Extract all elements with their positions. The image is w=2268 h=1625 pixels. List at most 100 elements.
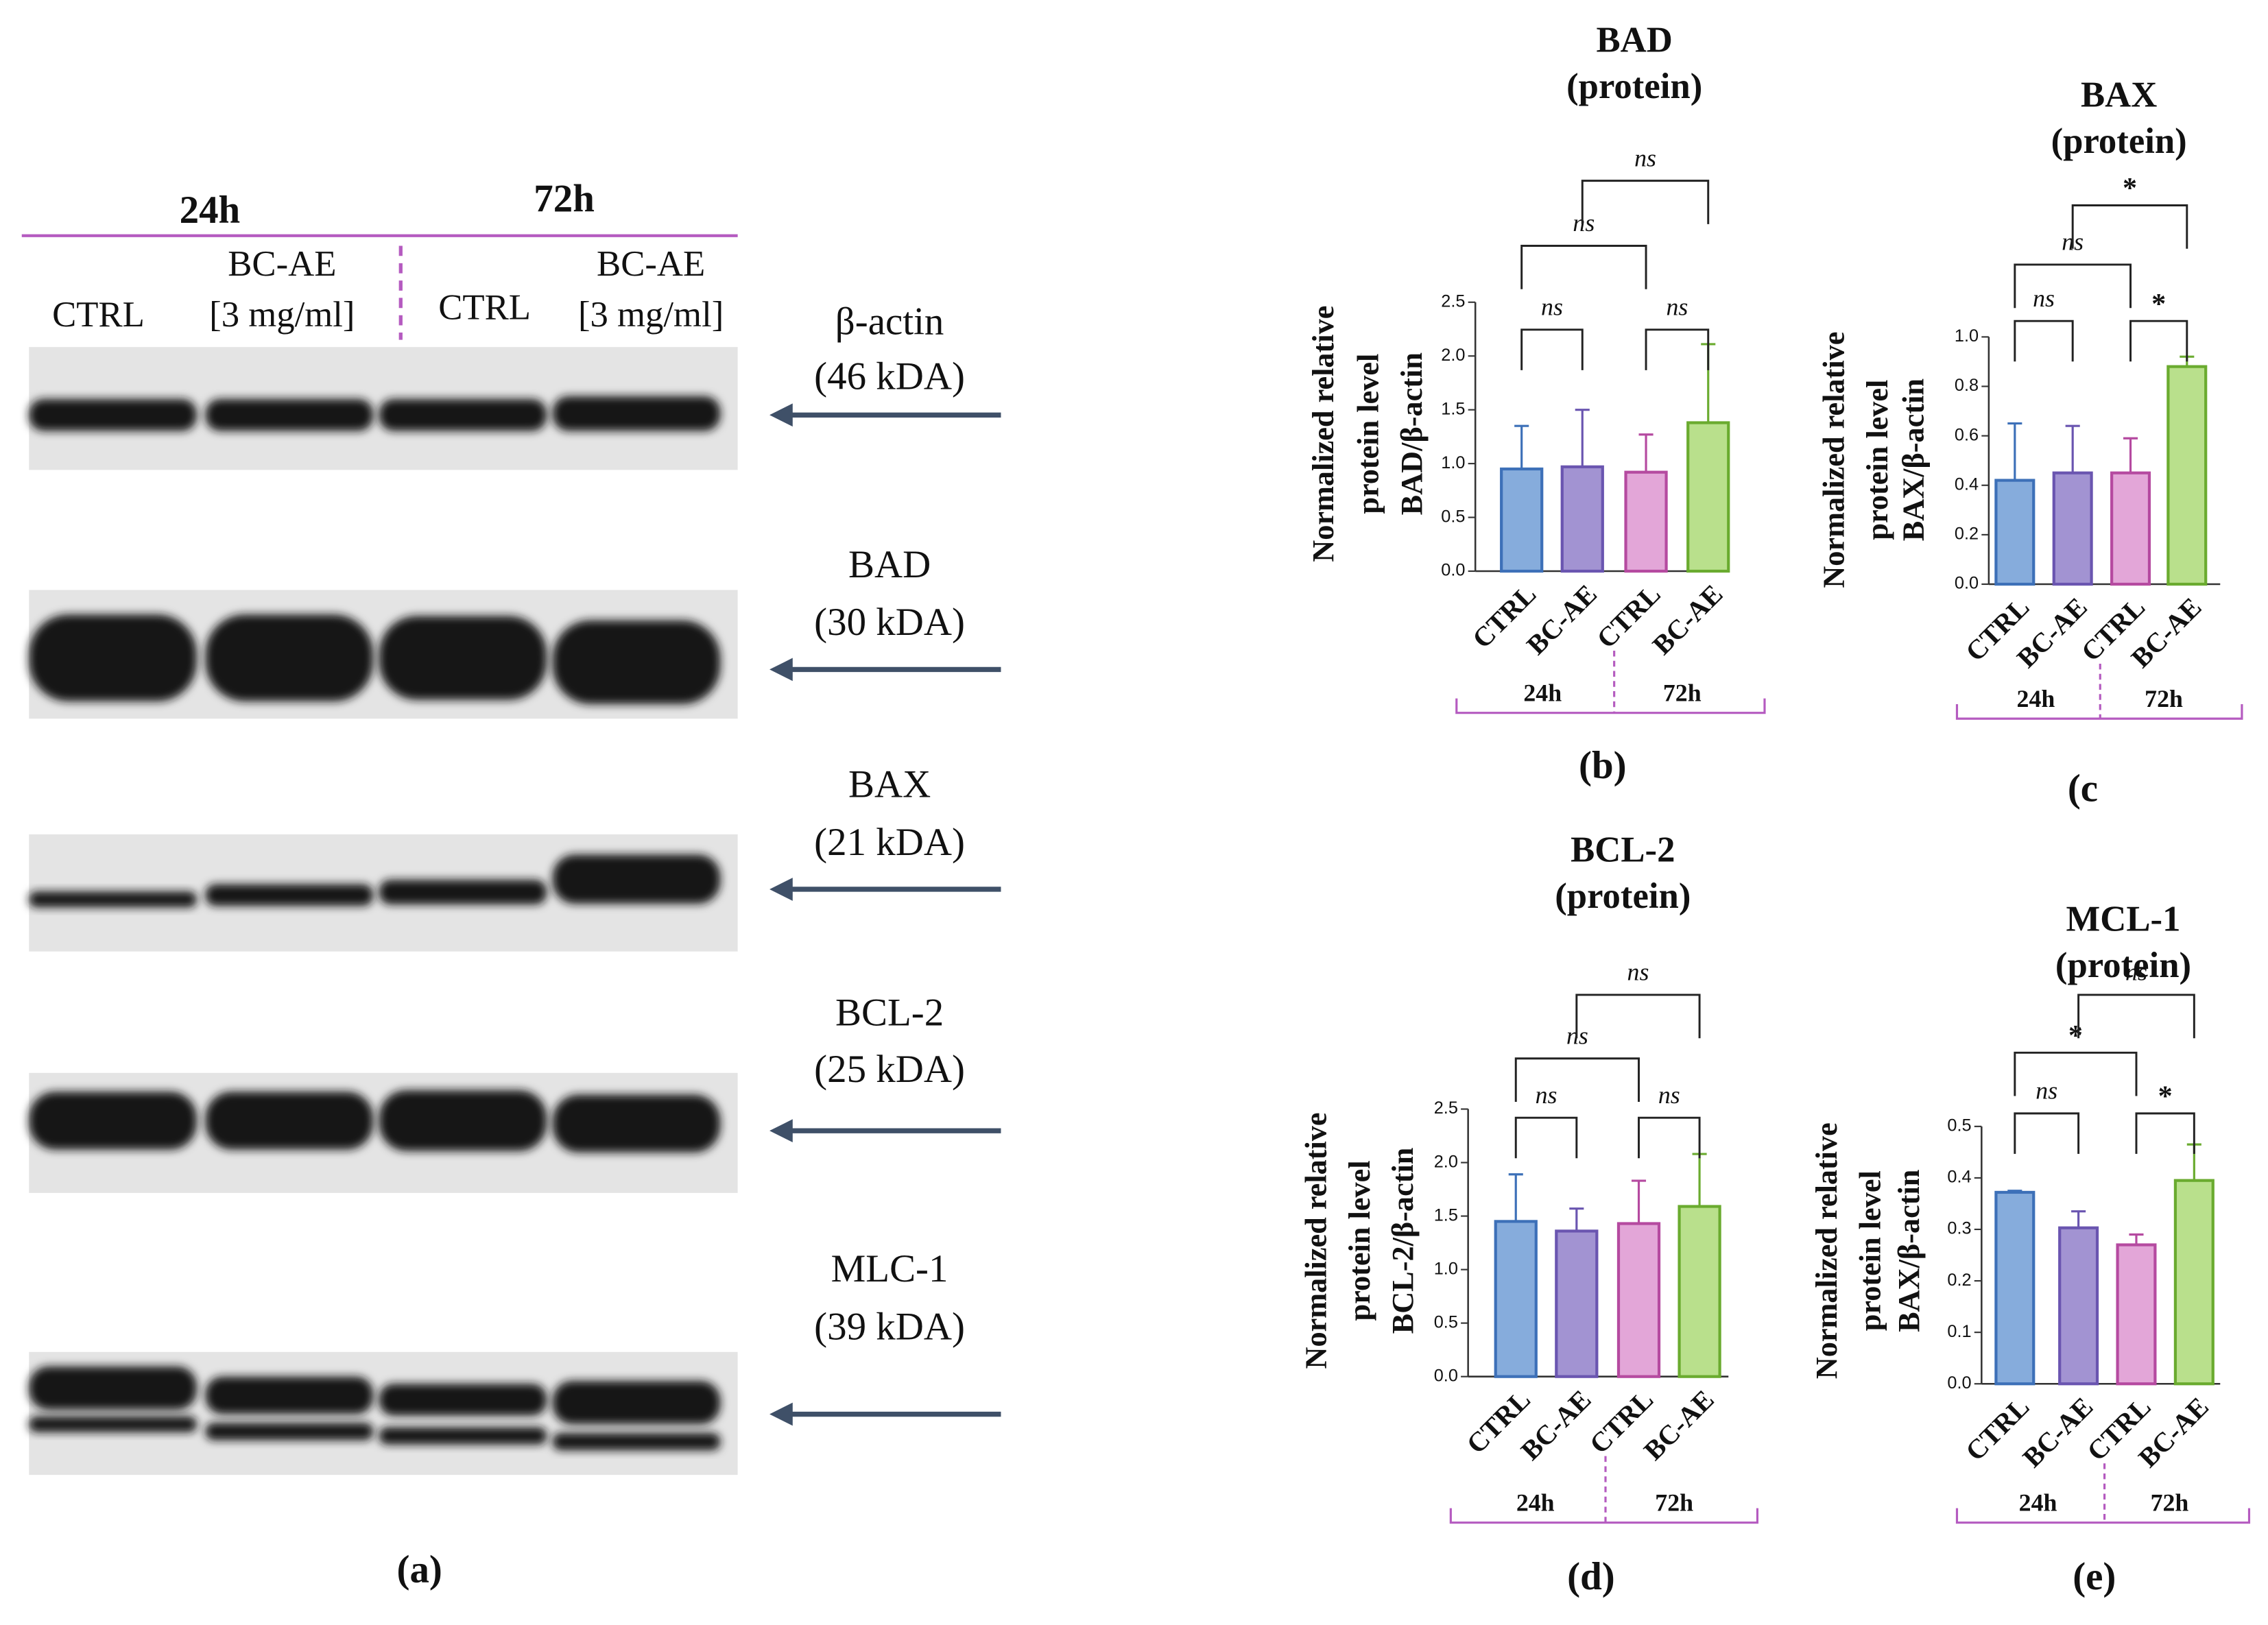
- lane-label: CTRL: [438, 288, 531, 328]
- group-label: 72h: [1663, 679, 1702, 707]
- protein-name: BCL-2: [835, 991, 944, 1035]
- y-tick-label: 1.5: [1434, 1205, 1458, 1225]
- chart-title: MCL-1: [2066, 900, 2181, 939]
- protein-size: (25 kDA): [814, 1048, 965, 1091]
- blot-band: [29, 399, 197, 431]
- significance-label: ns: [1573, 209, 1595, 237]
- protein-name: BAX: [848, 762, 931, 806]
- y-axis-label: protein level: [1352, 354, 1385, 514]
- x-tick-label: BC-AE: [2016, 1391, 2099, 1473]
- bar: [1678, 1205, 1721, 1378]
- lane-label: BC-AE: [228, 244, 336, 284]
- bar: [1994, 1190, 2036, 1386]
- bar: [1500, 467, 1544, 573]
- blot-band: [29, 1416, 197, 1432]
- bar: [2166, 365, 2208, 586]
- time-point: 24h: [180, 189, 241, 232]
- y-tick-label: 0.1: [1947, 1322, 1971, 1341]
- error-bar: [1575, 409, 1590, 467]
- panel-label: (a): [397, 1548, 442, 1591]
- protein-size: (30 kDA): [814, 601, 965, 644]
- significance-bracket: [1638, 1116, 1701, 1159]
- bar: [1616, 1222, 1661, 1378]
- significance-bracket: [2071, 204, 2188, 249]
- y-tick-label: 1.0: [1441, 453, 1465, 472]
- blot-band: [552, 854, 721, 904]
- lane-label: [3 mg/ml]: [209, 295, 355, 335]
- error-bar: [1631, 1179, 1647, 1224]
- blot-band: [29, 614, 197, 701]
- protein-name: BAD: [848, 543, 931, 586]
- bar: [2052, 471, 2093, 586]
- error-bar: [2065, 424, 2080, 473]
- significance-label: ns: [1666, 293, 1688, 321]
- y-tick-label: 1.0: [1955, 326, 1979, 346]
- bar: [1560, 465, 1604, 573]
- bar: [1494, 1220, 1538, 1378]
- significance-label: ns: [1541, 293, 1563, 321]
- chart-title: (protein): [1555, 876, 1691, 916]
- protein-size: (21 kDA): [814, 821, 965, 864]
- significance-bracket: [1520, 245, 1647, 289]
- significance-bracket: [2135, 1112, 2195, 1154]
- y-tick-label: 2.5: [1434, 1098, 1458, 1118]
- arrow-head: [769, 403, 793, 427]
- significance-label: ns: [2125, 959, 2147, 986]
- significance-label: *: [2158, 1080, 2173, 1112]
- y-tick-label: 0.0: [1441, 561, 1465, 580]
- panel-label: (d): [1567, 1555, 1615, 1598]
- y-tick-label: 2.0: [1434, 1152, 1458, 1171]
- lane-label: CTRL: [52, 295, 145, 335]
- y-tick-label: 0.5: [1441, 507, 1465, 526]
- significance-label: ns: [1536, 1081, 1557, 1109]
- y-tick-label: 0.4: [1947, 1168, 1971, 1187]
- blot-band: [552, 1381, 721, 1425]
- y-tick-label: 0.2: [1955, 525, 1979, 544]
- significance-label: *: [2123, 172, 2137, 204]
- y-tick-label: 2.0: [1441, 346, 1465, 365]
- y-tick-label: 0.0: [1955, 574, 1979, 593]
- group-bracket: [1955, 704, 2243, 720]
- significance-bracket: [1514, 1116, 1578, 1159]
- time-point: 72h: [534, 177, 595, 220]
- error-bar: [2071, 1210, 2086, 1228]
- error-bar: [1638, 433, 1654, 472]
- y-axis-label: BCL-2/β-actin: [1386, 1148, 1420, 1334]
- bar: [2116, 1243, 2157, 1386]
- arrow-head: [769, 1119, 793, 1143]
- y-tick-label: 0.8: [1955, 376, 1979, 395]
- group-label: 72h: [2145, 685, 2183, 712]
- group-label: 24h: [2017, 685, 2055, 712]
- group-bracket: [1449, 1508, 1759, 1524]
- significance-bracket: [2014, 1051, 2138, 1096]
- bar: [1624, 470, 1668, 573]
- y-tick-label: 0.2: [1947, 1271, 1971, 1290]
- significance-label: ns: [1627, 959, 1649, 986]
- blot-band: [379, 616, 547, 700]
- blot-band: [552, 1432, 721, 1451]
- y-axis-label: Normalized relative: [1306, 306, 1340, 562]
- group-label: 72h: [1655, 1489, 1693, 1517]
- blot-band: [29, 1366, 197, 1410]
- protein-name: β-actin: [835, 300, 944, 344]
- y-axis-label: BAD/β-actin: [1395, 352, 1429, 515]
- group-label: 24h: [2019, 1489, 2057, 1517]
- lane-label: [3 mg/ml]: [578, 295, 724, 335]
- y-tick-label: 0.0: [1947, 1373, 1971, 1393]
- y-tick-label: 0.3: [1947, 1219, 1971, 1238]
- y-axis-label: BAX/β-actin: [1897, 378, 1931, 541]
- blot-band: [379, 1427, 547, 1445]
- y-tick-label: 0.4: [1955, 474, 1979, 494]
- bar: [2058, 1226, 2099, 1386]
- group-label: 24h: [1523, 679, 1562, 707]
- chart-title: (protein): [2055, 946, 2191, 985]
- chart-title: BAX: [2081, 75, 2157, 115]
- blot-band: [205, 1092, 374, 1150]
- significance-label: ns: [2036, 1077, 2057, 1105]
- y-tick-label: 1.0: [1434, 1259, 1458, 1278]
- protein-name: MLC-1: [831, 1247, 948, 1290]
- bar: [1555, 1229, 1599, 1378]
- blot-band: [379, 1384, 547, 1416]
